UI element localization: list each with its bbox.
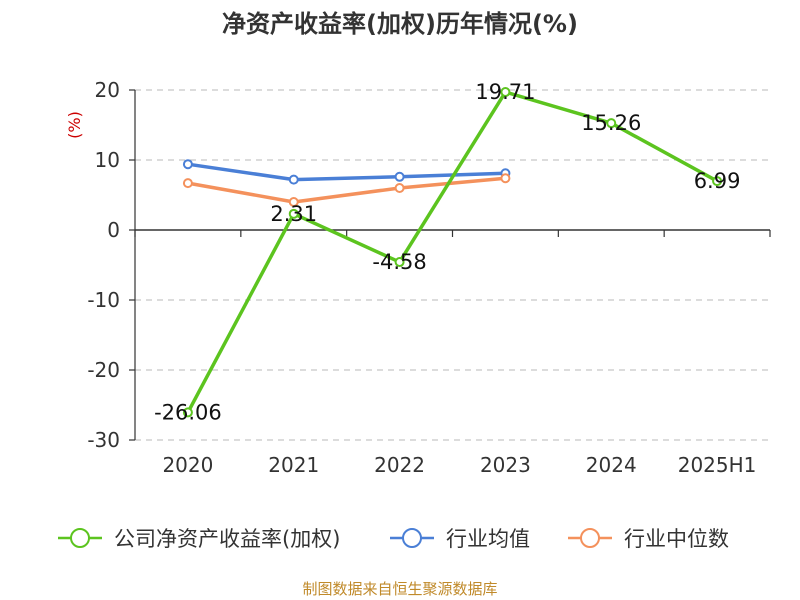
- source-note: 制图数据来自恒生聚源数据库: [302, 580, 497, 598]
- data-point: [182, 159, 193, 170]
- x-tick-label: 2020: [162, 453, 213, 477]
- data-point: [288, 208, 299, 219]
- grid-lines: [135, 89, 770, 441]
- data-point: [606, 118, 617, 129]
- data-point: [394, 257, 405, 268]
- y-tick-labels: -30 -20 -10 0 10 20: [87, 78, 120, 452]
- series-line: [186, 90, 718, 414]
- data-point: [288, 197, 299, 207]
- data-point: [394, 183, 405, 193]
- axes: [129, 89, 771, 441]
- data-point: [500, 87, 511, 98]
- legend-label: 行业中位数: [624, 527, 729, 551]
- x-tick-label: 2023: [480, 453, 531, 477]
- series-group: [182, 87, 723, 418]
- data-point: [288, 174, 299, 185]
- data-label: 6.99: [694, 169, 741, 193]
- data-label: 15.26: [581, 111, 641, 135]
- series-line: [187, 176, 506, 204]
- y-axis-label: (%): [65, 111, 84, 139]
- data-point: [394, 171, 405, 182]
- legend: 公司净资产收益率(加权) 行业均值 行业中位数: [58, 527, 729, 551]
- data-label: -4.58: [372, 250, 426, 274]
- data-labels: -26.06 2.31 -4.58 19.71 15.26 6.99: [154, 80, 740, 424]
- legend-marker: [70, 528, 90, 548]
- y-tick-label: -10: [87, 288, 120, 312]
- data-point: [182, 407, 193, 418]
- x-tick-label: 2025H1: [678, 453, 757, 477]
- y-tick-label: 0: [107, 218, 120, 242]
- data-point: [712, 176, 723, 187]
- x-tick-label: 2024: [586, 453, 637, 477]
- x-tick-label: 2022: [374, 453, 425, 477]
- legend-label: 公司净资产收益率(加权): [114, 527, 340, 551]
- data-label: -26.06: [154, 400, 222, 424]
- y-tick-label: 10: [95, 148, 120, 172]
- x-tick-labels: 2020 2021 2022 2023 2024 2025H1: [162, 453, 756, 477]
- data-point: [500, 173, 511, 184]
- y-tick-label: -20: [87, 358, 120, 382]
- x-tick-label: 2021: [268, 453, 319, 477]
- legend-marker: [402, 528, 422, 548]
- data-point: [182, 178, 193, 189]
- chart-title: 净资产收益率(加权)历年情况(%): [222, 10, 578, 38]
- legend-marker: [580, 528, 600, 548]
- data-label: 19.71: [475, 80, 535, 104]
- y-tick-label: 20: [95, 78, 120, 102]
- legend-label: 行业均值: [446, 527, 530, 551]
- data-label: 2.31: [270, 202, 317, 226]
- y-tick-label: -30: [87, 428, 120, 452]
